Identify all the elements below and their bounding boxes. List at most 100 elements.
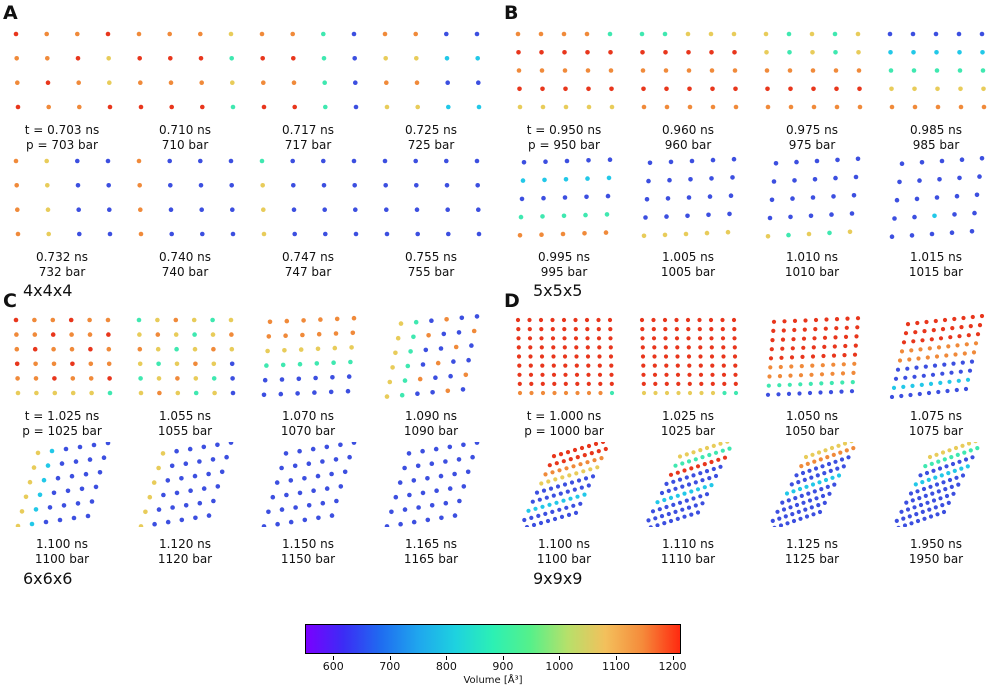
caption-c-3: 1.090 ns 1090 bar (403, 409, 459, 438)
atom-point (527, 336, 533, 341)
atom-point (640, 68, 646, 73)
atom-point (45, 56, 50, 61)
atom-point (641, 390, 647, 396)
atom-point (561, 317, 567, 323)
atom-point (520, 178, 526, 183)
atom-point (732, 354, 738, 359)
atom-point (518, 214, 524, 220)
atom-point (706, 212, 711, 218)
atom-point (708, 31, 714, 37)
atom-point (607, 31, 613, 37)
atom-point (721, 363, 726, 368)
atom-point (586, 363, 591, 368)
atom-point (697, 336, 703, 341)
atom-point (564, 158, 570, 164)
atom-point (676, 390, 681, 396)
atom-point (963, 457, 969, 462)
caption-d-7: 1.950 ns 1950 bar (908, 537, 964, 566)
atom-point (662, 232, 668, 238)
atom-point (970, 314, 975, 320)
atom-point (522, 517, 527, 523)
atom-point (767, 215, 773, 221)
atom-point (912, 86, 917, 92)
atom-point (791, 337, 796, 342)
atom-point (50, 317, 56, 323)
atom-point (584, 31, 590, 37)
atom-point (950, 461, 956, 467)
atom-point (664, 363, 669, 368)
atom-point (689, 158, 695, 164)
atom-point (201, 444, 207, 450)
atom-point (765, 104, 771, 110)
atom-point (582, 231, 587, 236)
atom-point (527, 327, 532, 332)
atom-point (155, 332, 161, 337)
atom-point (704, 469, 710, 474)
atom-point (407, 492, 412, 498)
atom-point (564, 466, 569, 471)
atom-point (543, 511, 548, 516)
atom-point (230, 80, 235, 85)
atom-point (856, 68, 862, 73)
atom-point (282, 348, 287, 353)
atom-point (582, 453, 587, 458)
atom-point (574, 471, 579, 476)
atom-point (957, 175, 962, 181)
atom-point (183, 461, 189, 466)
atom-point (88, 346, 93, 352)
atom-point (780, 346, 785, 351)
atom-point (537, 497, 542, 502)
atom-point (953, 352, 958, 357)
atom-point (211, 498, 216, 504)
atom-point (539, 327, 544, 332)
atom-point (949, 455, 954, 460)
atom-point (803, 318, 808, 323)
atom-point (105, 317, 111, 323)
atom-point (138, 524, 144, 527)
atom-point (664, 390, 670, 396)
atom-point (435, 360, 441, 366)
atom-point (296, 376, 302, 382)
caption-a-5: 0.740 ns 740 bar (158, 250, 212, 279)
atom-point (768, 365, 773, 370)
atom-point (415, 231, 420, 237)
atom-point (673, 486, 678, 491)
atom-point (720, 448, 725, 453)
atom-point (831, 353, 837, 358)
atom-point (211, 346, 216, 352)
atom-point (573, 327, 578, 332)
atom-point (972, 210, 977, 216)
atom-point (689, 466, 694, 471)
atom-point (608, 68, 614, 73)
atom-point (474, 158, 480, 164)
atom-point (713, 450, 719, 455)
caption-c-7: 1.165 ns 1165 bar (403, 537, 459, 566)
atom-point (578, 501, 583, 506)
atom-point (935, 104, 941, 110)
atom-point (668, 472, 674, 477)
atom-point (903, 375, 908, 380)
atom-point (833, 68, 839, 73)
atom-point (849, 442, 854, 444)
atom-point (31, 465, 37, 470)
atom-point (674, 336, 680, 341)
atom-point (700, 455, 705, 460)
atom-point (425, 476, 430, 481)
atom-point (175, 376, 180, 381)
atom-point (687, 390, 693, 396)
atom-point (912, 104, 918, 110)
atom-point (684, 498, 689, 503)
colorbar-tick (389, 656, 391, 660)
caption-d-3: 1.075 ns 1075 bar (908, 409, 964, 438)
atom-point (686, 459, 692, 464)
atom-point (533, 506, 538, 511)
atom-point (52, 376, 57, 381)
atom-point (596, 336, 602, 341)
atom-point (722, 381, 727, 386)
atom-point (686, 336, 691, 341)
atom-point (608, 354, 614, 359)
atom-point (267, 319, 273, 325)
atom-point (87, 317, 92, 323)
atom-point (228, 158, 234, 164)
